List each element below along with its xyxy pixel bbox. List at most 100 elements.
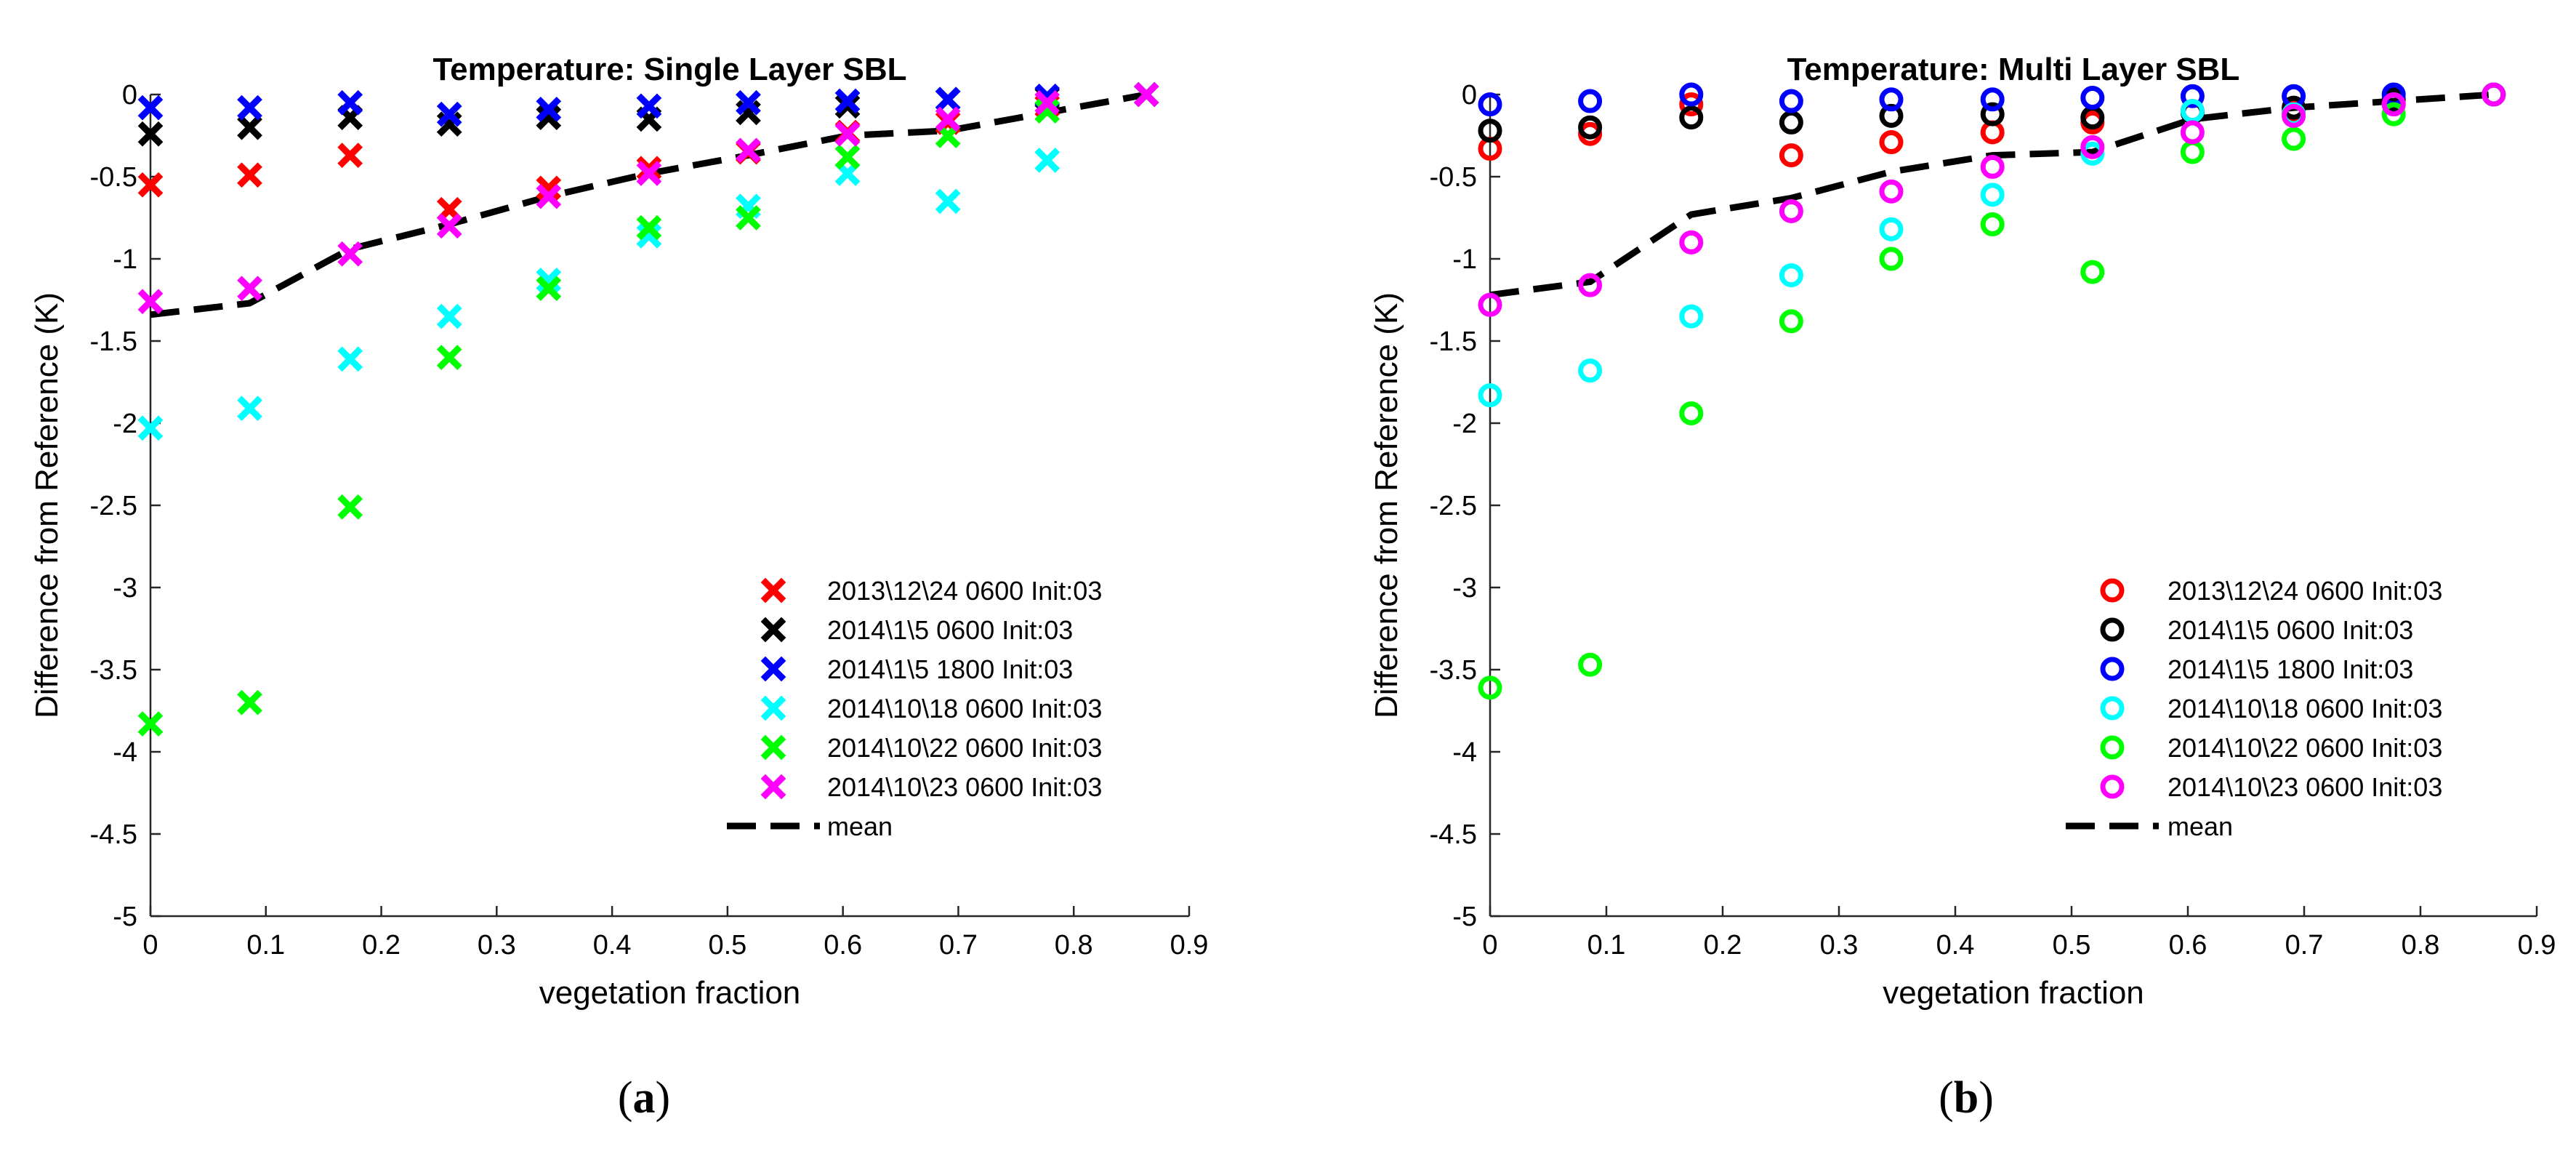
panel-label-letter: b (1954, 1073, 1979, 1123)
y-tick-label: -1 (1452, 244, 1477, 275)
chart-panel-a: 0 0.1 0.2 0.3 0.4 0.5 0.6 0.7 0.8 0.9 0 -0.5 -1 -1.5 -… (29, 52, 1208, 1123)
x-tick-label: 0.2 (1704, 930, 1742, 961)
data-point (1679, 92, 1704, 117)
chart-panel-b: 0 0.1 0.2 0.3 0.4 0.5 0.6 0.7 0.8 0.9 0 -0.5 -1 -1.5 -… (1369, 52, 2556, 1123)
legend-marker (2100, 657, 2125, 681)
data-point (2180, 120, 2205, 145)
data-point (834, 121, 861, 147)
legend-label: 2014\1\5 1800 Init:03 (2168, 654, 2413, 684)
data-point (1478, 92, 1502, 117)
legend-label: 2014\10\22 0600 Init:03 (827, 733, 1102, 763)
data-point (1578, 115, 1603, 140)
x-tick-label: 0.6 (2169, 930, 2207, 961)
data-point (237, 689, 262, 715)
legend-marker (760, 734, 786, 761)
series-4 (137, 81, 1159, 737)
data-point (1779, 110, 1803, 135)
data-point (1679, 82, 1704, 107)
data-point (436, 196, 462, 222)
data-point (337, 89, 363, 116)
x-tick-label: 0.5 (708, 930, 746, 961)
y-tick-label: -3 (113, 573, 137, 603)
data-point (1478, 292, 1502, 317)
data-point (935, 188, 961, 214)
x-tick-label: 0 (142, 930, 158, 961)
data-point (237, 95, 262, 121)
legend-marker (2100, 735, 2125, 760)
legend-marker (2100, 578, 2125, 603)
y-tick-label: -5 (1452, 902, 1477, 932)
data-point (834, 93, 861, 119)
y-tick-label: -2.5 (90, 491, 137, 521)
x-tick-label: 0.8 (2402, 930, 2440, 961)
y-tick-label: -4.5 (1430, 819, 1477, 850)
legend-label: 2014\10\18 0600 Init:03 (2168, 694, 2442, 723)
panel-label: (b) (1939, 1073, 1994, 1123)
data-point (1779, 309, 1803, 334)
data-point (536, 276, 562, 302)
x-tick-label: 0.3 (1820, 930, 1859, 961)
data-point (2482, 82, 2506, 107)
data-point (1980, 183, 2005, 207)
data-point (636, 161, 662, 186)
series-5 (1478, 82, 2506, 317)
legend-marker (760, 617, 786, 643)
y-tick-label: 0 (1462, 80, 1477, 111)
legend: 2013\12\24 0600 Init:03 2014\1\5 0600 Ini… (2066, 576, 2442, 841)
mean-line (150, 91, 1148, 318)
data-point (1980, 212, 2005, 237)
y-tick-label: -3 (1452, 573, 1477, 603)
data-point (1478, 119, 1502, 143)
y-tick-label: -2 (113, 409, 137, 439)
legend-marker (2100, 774, 2125, 799)
data-point (1679, 304, 1704, 329)
data-point (1980, 87, 2005, 112)
legend-marker (760, 577, 786, 603)
data-point (1578, 273, 1603, 297)
data-point (2080, 86, 2105, 111)
x-tick-label: 0.2 (362, 930, 401, 961)
y-axis-label: Difference from Reference (K) (1369, 292, 1404, 718)
data-point (237, 276, 262, 302)
data-point (1879, 217, 1904, 241)
legend-label: 2014\10\23 0600 Init:03 (2168, 772, 2442, 802)
data-point (1679, 230, 1704, 254)
legend-label: 2014\1\5 0600 Init:03 (827, 615, 1073, 645)
data-point (1980, 102, 2005, 127)
data-point (137, 95, 164, 121)
y-tick-label: -0.5 (90, 162, 137, 193)
legend: 2013\12\24 0600 Init:03 2014\1\5 0600 Ini… (727, 576, 1102, 841)
data-point (1034, 148, 1060, 173)
legend-label: 2013\12\24 0600 Init:03 (827, 576, 1102, 606)
legend-label: 2013\12\24 0600 Init:03 (2168, 576, 2442, 606)
series-3 (137, 81, 1159, 441)
data-point (636, 214, 662, 241)
data-point (736, 137, 761, 164)
data-point (337, 494, 363, 520)
data-point (834, 144, 861, 170)
data-point (137, 289, 164, 315)
chart-title: Temperature: Multi Layer SBL (1787, 52, 2240, 87)
series-2 (1478, 82, 2506, 117)
data-point (834, 88, 861, 114)
legend-label: 2014\10\18 0600 Init:03 (827, 694, 1102, 723)
data-point (1980, 154, 2005, 179)
x-tick-label: 0.7 (2285, 930, 2324, 961)
y-axis-label: Difference from Reference (K) (29, 292, 65, 718)
data-point (237, 114, 262, 140)
data-point (137, 121, 164, 147)
data-point (1578, 652, 1603, 677)
data-point (636, 93, 662, 119)
data-point (1478, 675, 1502, 700)
data-point (2282, 127, 2306, 151)
data-point (1578, 89, 1603, 113)
data-point (1478, 383, 1502, 408)
x-tick-label: 0.4 (593, 930, 632, 961)
data-point (536, 183, 562, 209)
y-tick-label: -4 (1452, 737, 1477, 768)
y-tick-label: -4 (113, 737, 137, 768)
data-point (1779, 263, 1803, 288)
data-point (1133, 81, 1159, 108)
x-tick-label: 0.1 (246, 930, 285, 961)
